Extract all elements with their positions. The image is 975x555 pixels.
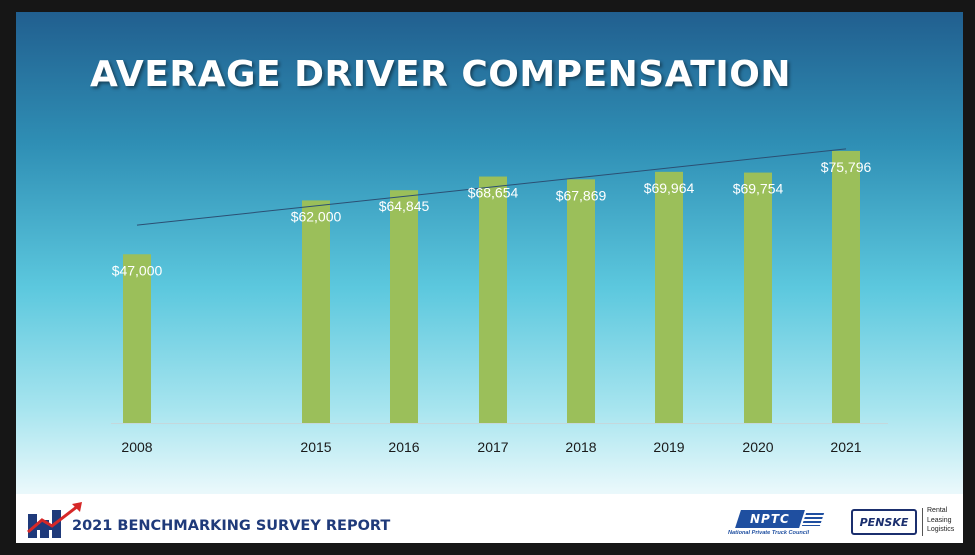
bar-2019 — [655, 171, 683, 423]
bar-2021 — [832, 150, 860, 423]
data-labels-layer: $47,000 $62,000 $64,845 $68,654 $67,869 $69,9… — [112, 159, 872, 278]
bar-2008 — [123, 254, 151, 423]
data-label-2008: $47,000 — [112, 262, 163, 278]
data-label-2018: $67,869 — [556, 187, 607, 203]
bar-2016 — [390, 190, 418, 423]
slide-footer: 2021 BENCHMARKING SURVEY REPORT NPTC Nat… — [16, 494, 963, 543]
data-label-2020: $69,754 — [733, 181, 784, 197]
report-title: 2021 BENCHMARKING SURVEY REPORT — [72, 518, 390, 534]
x-tick-2017: 2017 — [477, 439, 508, 455]
x-tick-2018: 2018 — [565, 439, 596, 455]
data-label-2017: $68,654 — [468, 185, 519, 201]
data-label-2015: $62,000 — [291, 208, 342, 224]
x-tick-2019: 2019 — [653, 439, 684, 455]
bar-chart: $47,000 $62,000 $64,845 $68,654 $67,869 $69,9… — [111, 148, 888, 455]
survey-logo-icon — [27, 502, 82, 538]
bar-2015 — [302, 200, 330, 423]
nptc-mark: NPTC — [735, 510, 805, 528]
report-year: 2021 — [72, 518, 113, 534]
x-tick-labels-layer: 2008 2015 2016 2017 2018 2019 2020 2021 — [121, 439, 861, 455]
slide-title: AVERAGE DRIVER COMPENSATION — [90, 54, 791, 95]
penske-logo-text: PENSKE — [859, 515, 909, 529]
x-tick-2015: 2015 — [300, 439, 331, 455]
bar-2017 — [479, 176, 507, 423]
nptc-tagline: National Private Truck Council — [728, 530, 810, 536]
data-label-2021: $75,796 — [821, 159, 872, 175]
data-label-2019: $69,964 — [644, 180, 695, 196]
penske-tagline: Rental Leasing Logistics — [927, 507, 955, 533]
x-tick-2020: 2020 — [742, 439, 773, 455]
bar-2020 — [744, 172, 772, 423]
logo-divider — [922, 508, 923, 536]
x-tick-2021: 2021 — [830, 439, 861, 455]
nptc-stripes-icon — [801, 513, 825, 526]
x-tick-2008: 2008 — [121, 439, 152, 455]
bars-layer — [123, 150, 860, 423]
presentation-slide: AVERAGE DRIVER COMPENSATION $47,000 $62,0… — [16, 12, 963, 543]
data-label-2016: $64,845 — [379, 198, 430, 214]
nptc-logo: NPTC National Private Truck Council — [728, 510, 828, 540]
bar-2018 — [567, 179, 595, 423]
penske-logo: PENSKE — [851, 509, 917, 535]
x-tick-2016: 2016 — [388, 439, 419, 455]
trendline — [136, 148, 847, 226]
report-title-text: BENCHMARKING SURVEY REPORT — [117, 518, 391, 534]
nptc-logo-text: NPTC — [750, 512, 790, 526]
